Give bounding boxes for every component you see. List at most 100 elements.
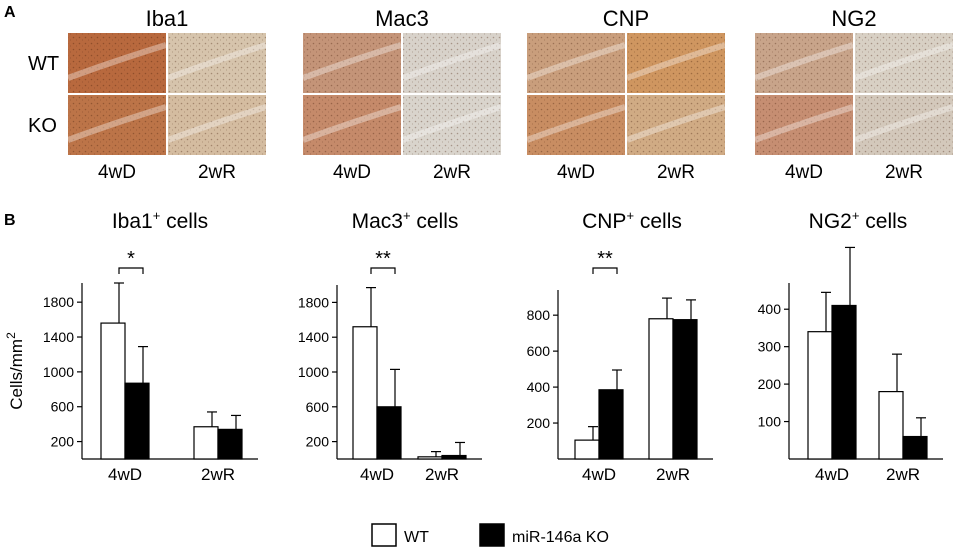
y-axis-label: Cells/mm2 bbox=[4, 332, 26, 410]
category-label: 2wR bbox=[201, 465, 235, 484]
chart-ng2: NG2+ cells 100 200 300 400 4wD 2wR bbox=[758, 208, 943, 484]
y-tick-label: 300 bbox=[758, 339, 782, 355]
significance-bracket bbox=[370, 267, 396, 274]
bar-ko bbox=[831, 304, 857, 460]
micrograph-tile bbox=[525, 95, 626, 155]
y-tick-label: 600 bbox=[527, 343, 551, 359]
significance-bracket bbox=[592, 267, 618, 274]
column-label: 4wD bbox=[333, 162, 371, 183]
micrograph-tile bbox=[66, 95, 167, 155]
legend-swatch-wt bbox=[371, 523, 397, 547]
y-tick-label: 400 bbox=[758, 301, 782, 317]
row-label: WT bbox=[28, 53, 59, 75]
panel-b-label: B bbox=[4, 212, 16, 229]
micrograph-tile bbox=[853, 33, 954, 93]
panel-a-label: A bbox=[4, 4, 16, 21]
column-label: 2wR bbox=[198, 162, 236, 183]
y-tick-label: 400 bbox=[527, 379, 551, 395]
significance-label: ** bbox=[597, 248, 613, 270]
micrograph-tile bbox=[625, 95, 726, 155]
y-tick-label: 200 bbox=[527, 415, 551, 431]
y-tick-label: 1400 bbox=[298, 329, 329, 345]
bar-wt bbox=[807, 331, 833, 460]
micrograph-tile bbox=[753, 33, 854, 93]
row-label: KO bbox=[28, 115, 57, 137]
column-label: 2wR bbox=[885, 162, 923, 183]
chart-title: Mac3+ cells bbox=[352, 208, 459, 233]
y-tick-label: 1000 bbox=[298, 364, 329, 380]
y-tick-label: 1400 bbox=[43, 329, 74, 345]
bar-ko bbox=[124, 382, 150, 460]
legend-swatch-ko bbox=[479, 523, 505, 547]
micrograph-tile bbox=[853, 95, 954, 155]
category-label: 2wR bbox=[886, 465, 920, 484]
micrograph-tile bbox=[525, 33, 626, 93]
micrograph-tile bbox=[625, 33, 726, 93]
chart-title: CNP+ cells bbox=[582, 208, 682, 233]
micrograph-group-cnp: CNP 4wD 2wR bbox=[525, 6, 726, 183]
bar-ko bbox=[672, 319, 698, 460]
column-label: 4wD bbox=[785, 162, 823, 183]
y-tick-label: 600 bbox=[306, 399, 330, 415]
category-label: 4wD bbox=[815, 465, 849, 484]
bar-wt bbox=[648, 318, 674, 460]
column-label: 4wD bbox=[557, 162, 595, 183]
micrograph-tile bbox=[401, 33, 502, 93]
significance-label: * bbox=[127, 248, 135, 270]
bar-ko bbox=[902, 435, 928, 460]
y-tick-label: 600 bbox=[51, 399, 75, 415]
column-label: 2wR bbox=[433, 162, 471, 183]
bar-wt bbox=[878, 390, 904, 460]
y-tick-label: 1800 bbox=[298, 294, 329, 310]
category-label: 4wD bbox=[108, 465, 142, 484]
bar-ko bbox=[598, 389, 624, 460]
column-label: 2wR bbox=[657, 162, 695, 183]
category-label: 4wD bbox=[582, 465, 616, 484]
chart-mac3: Mac3+ cells 200 600 1000 1400 1800 4wD 2wR ** bbox=[298, 208, 482, 484]
legend: WT miR-146a KO bbox=[371, 523, 609, 547]
micrograph-tile bbox=[66, 33, 167, 93]
legend-label-ko: miR-146a KO bbox=[512, 529, 609, 546]
y-tick-label: 200 bbox=[51, 434, 75, 450]
chart-iba1: Iba1+ cells 200 600 1000 1400 1800 Cells/mm2 4w… bbox=[4, 208, 258, 484]
bar-wt bbox=[574, 439, 600, 460]
stain-title: NG2 bbox=[831, 6, 876, 31]
category-label: 2wR bbox=[425, 465, 459, 484]
significance-bracket bbox=[118, 267, 144, 274]
bar-wt bbox=[352, 326, 378, 460]
micrograph-panel: Iba1 4wD 2wR Mac3 4wD 2wR CNP 4wD 2wR NG2 4wD 2wR WT… bbox=[28, 6, 954, 183]
bar-wt bbox=[417, 456, 443, 460]
y-tick-label: 800 bbox=[527, 307, 551, 323]
micrograph-group-ng2: NG2 4wD 2wR bbox=[753, 6, 954, 183]
micrograph-tile bbox=[401, 95, 502, 155]
micrograph-tile bbox=[166, 33, 267, 93]
stain-title: Iba1 bbox=[146, 6, 189, 31]
chart-cnp: CNP+ cells 200 400 600 800 4wD 2wR ** bbox=[527, 208, 713, 484]
bar-wt bbox=[193, 426, 219, 460]
y-tick-label: 1000 bbox=[43, 364, 74, 380]
micrograph-group-mac3: Mac3 4wD 2wR bbox=[301, 6, 502, 183]
y-tick-label: 200 bbox=[306, 434, 330, 450]
bar-ko bbox=[376, 406, 402, 460]
y-tick-label: 1800 bbox=[43, 294, 74, 310]
category-label: 2wR bbox=[656, 465, 690, 484]
y-tick-label: 100 bbox=[758, 414, 782, 430]
micrograph-tile bbox=[753, 95, 854, 155]
bar-wt bbox=[100, 322, 126, 460]
bar-ko bbox=[217, 428, 243, 460]
micrograph-tile bbox=[301, 95, 402, 155]
bar-chart-panel: Iba1+ cells 200 600 1000 1400 1800 Cells/mm2 4w… bbox=[4, 208, 943, 484]
bar-ko bbox=[441, 454, 467, 460]
micrograph-group-iba1: Iba1 4wD 2wR bbox=[66, 6, 267, 183]
chart-title: NG2+ cells bbox=[809, 208, 908, 233]
micrograph-tile bbox=[166, 95, 267, 155]
stain-title: CNP bbox=[603, 6, 649, 31]
legend-label-wt: WT bbox=[404, 529, 429, 546]
y-tick-label: 200 bbox=[758, 376, 782, 392]
column-label: 4wD bbox=[98, 162, 136, 183]
category-label: 4wD bbox=[360, 465, 394, 484]
chart-title: Iba1+ cells bbox=[112, 208, 208, 233]
stain-title: Mac3 bbox=[375, 6, 429, 31]
